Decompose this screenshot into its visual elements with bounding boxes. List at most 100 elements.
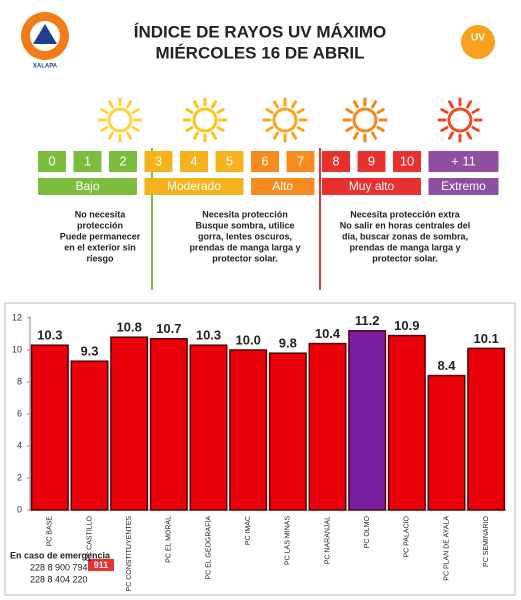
bar: [110, 336, 149, 511]
bar: [30, 344, 69, 511]
value-label: 10.4: [315, 326, 341, 341]
uv-level: 9: [368, 153, 375, 168]
uv-level-box: [180, 151, 208, 172]
bar: [308, 342, 347, 511]
value-label: 10.3: [196, 328, 221, 343]
uv-level: 0: [48, 153, 55, 168]
bar: [229, 349, 268, 511]
uv-level: 1: [84, 153, 91, 168]
uv-level: 5: [226, 153, 233, 168]
value-label: 8.4: [437, 358, 456, 373]
x-tick-label: PC CASTILLO: [86, 515, 93, 561]
uv-level-box: [428, 151, 499, 172]
recommendation-line: Necesita protección: [202, 209, 288, 219]
bar: [348, 330, 387, 511]
sun-ray: [371, 100, 377, 109]
uv-band-label: Moderado: [167, 179, 221, 193]
sun-ray: [466, 100, 472, 109]
x-tick-label: PC OLMO: [364, 515, 371, 548]
sun-ray: [296, 108, 305, 114]
recommendation-line: prendas de manga larga y: [349, 242, 460, 252]
sun-ray: [131, 126, 140, 132]
uv-level-box: [322, 151, 350, 172]
value-label: 10.3: [37, 328, 62, 343]
recommendation-line: Necesita protección extra: [350, 209, 461, 219]
value-label: 10.1: [474, 331, 499, 346]
bar: [427, 374, 466, 511]
y-tick-label: 12: [12, 312, 22, 322]
uv-level: 8: [332, 153, 339, 168]
sun-ray: [100, 108, 109, 114]
sun-ray: [376, 108, 385, 114]
x-tick-label: PC PLAN DE AYALA: [443, 516, 450, 581]
recommendation-line: en el exterior sin: [64, 242, 136, 252]
uv-level: 6: [261, 153, 268, 168]
recommendation-line: Busque sombra, utilice: [195, 220, 294, 230]
uv-level: 10: [400, 153, 414, 168]
uv-band: [38, 178, 137, 195]
uv-level-box: [393, 151, 421, 172]
y-tick-label: 10: [12, 344, 22, 354]
sun-ray: [345, 108, 354, 114]
uv-level-box: [251, 151, 279, 172]
bar: [268, 352, 307, 511]
uv-badge: [461, 25, 495, 59]
uv-band: [144, 178, 244, 195]
sun-ray: [216, 126, 225, 132]
sun-ray: [448, 131, 454, 140]
sun-ray: [100, 126, 109, 132]
sun-ray: [471, 126, 480, 132]
sun: [447, 107, 473, 133]
value-label: 10.9: [394, 318, 419, 333]
y-tick-label: 0: [17, 504, 22, 514]
x-tick-label: PC BASE: [47, 516, 54, 547]
uv-band: [428, 178, 499, 195]
sun-ray: [211, 131, 217, 140]
y-tick-label: 6: [17, 408, 22, 418]
footer-title: En caso de emergencia: [10, 550, 111, 560]
uv-level: 3: [155, 153, 162, 168]
sun: [107, 107, 133, 133]
uv-band-label: Bajo: [75, 179, 99, 193]
sun: [352, 107, 378, 133]
sun-ray: [291, 100, 297, 109]
y-tick-label: 4: [17, 440, 22, 450]
uv-band-label: Extremo: [441, 179, 486, 193]
x-tick-label: PC CONSTITUYENTES: [126, 516, 133, 592]
recommendation-line: Puede permanecer: [60, 231, 141, 241]
sun-ray: [185, 108, 194, 114]
recommendation-line: prendas de manga larga y: [189, 242, 300, 252]
value-label: 9.8: [279, 336, 297, 351]
title: ÍNDICE DE RAYOS UV MÁXIMO: [134, 22, 387, 41]
footer-phone: 228 8 404 220: [30, 574, 88, 584]
emergency-badge: [88, 559, 114, 571]
uv-band-label: Muy alto: [349, 179, 395, 193]
sun-ray: [273, 131, 279, 140]
sun-ray: [296, 126, 305, 132]
sun-ray: [471, 108, 480, 114]
sun-ray: [126, 131, 132, 140]
recommendation-line: riesgo: [86, 253, 114, 263]
uv-level: 2: [119, 153, 126, 168]
uv-band: [322, 178, 421, 195]
sun-ray: [345, 126, 354, 132]
sun: [192, 107, 218, 133]
sun-ray: [265, 108, 274, 114]
bar: [189, 344, 228, 511]
bar: [467, 347, 506, 511]
uv-level-box: [286, 151, 315, 172]
sun-ray: [466, 131, 472, 140]
y-tick-label: 2: [17, 472, 22, 482]
sun-ray: [353, 100, 359, 109]
x-tick-label: PC IMAC: [245, 516, 252, 545]
uv-band-label: Alto: [272, 179, 293, 193]
sun-ray: [193, 100, 199, 109]
recommendation-line: No salir en horas centrales del: [340, 220, 471, 230]
sun-ray: [126, 100, 132, 109]
logo-city: XALAPA: [33, 64, 58, 70]
sun-ray: [440, 126, 449, 132]
recommendation-line: protector solar.: [372, 253, 438, 263]
sun-ray: [265, 126, 274, 132]
bar: [387, 334, 426, 511]
